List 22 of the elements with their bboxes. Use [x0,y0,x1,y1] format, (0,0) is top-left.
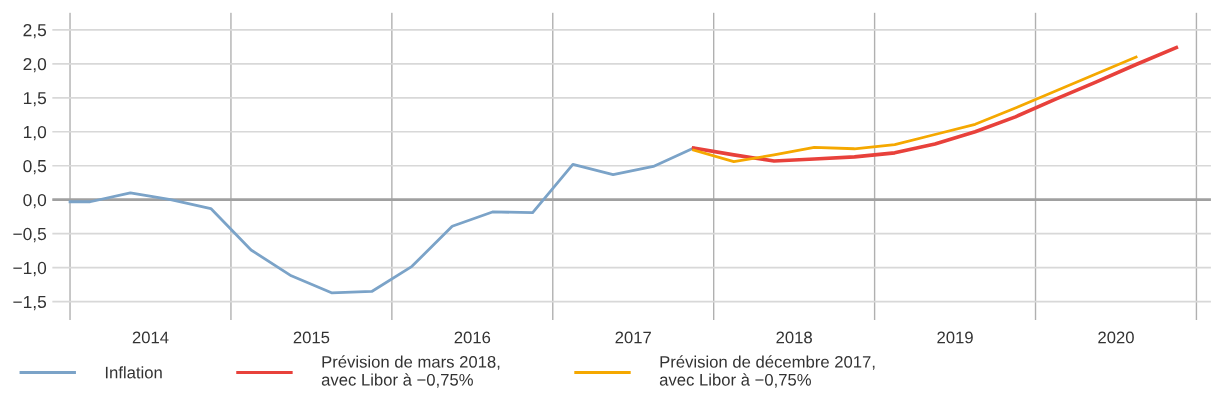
x-tick-label: 2019 [937,331,973,344]
line-series [691,45,1179,163]
y-tick-label: −0,5 [13,227,47,243]
y-tick-label: 2,5 [23,24,47,39]
y-tick-label: −1,0 [13,261,47,277]
x-tick-label: 2020 [1098,331,1134,344]
y-tick-label: 1,5 [23,92,47,107]
legend-label: Prévision de décembre 2017, avec Libor à −0,75% [659,355,875,388]
x-tick-label: 2015 [293,331,330,344]
x-tick-label: 2017 [615,331,651,344]
y-tick-label: 2,0 [23,57,47,73]
y-tick-label: 0,5 [23,159,47,175]
x-tick-label: 2018 [776,331,812,344]
x-tick-label: 2016 [454,331,491,344]
y-tick-label: −1,5 [13,295,47,311]
x-tick-label: 2014 [132,331,169,344]
line-series [68,146,695,295]
legend-label: Inflation [105,366,162,379]
line-series [692,55,1138,164]
y-tick-label: 0,0 [23,193,47,209]
legend-label: Prévision de mars 2018, avec Libor à −0,75% [321,355,500,388]
y-tick-label: 1,0 [23,125,47,141]
